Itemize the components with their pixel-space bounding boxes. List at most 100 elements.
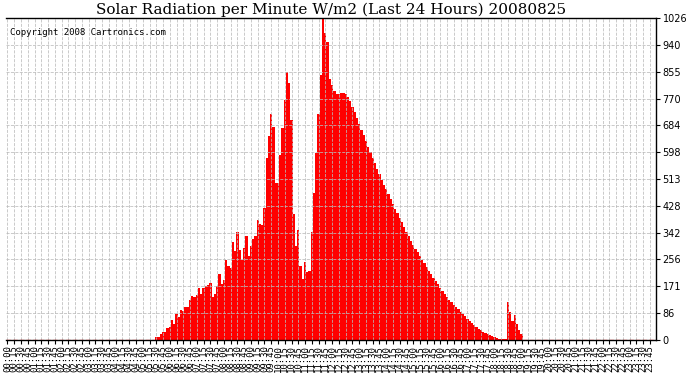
- Bar: [180, 318, 182, 340]
- Bar: [475, 327, 477, 340]
- Bar: [324, 33, 326, 340]
- Bar: [412, 244, 415, 340]
- Bar: [437, 284, 440, 340]
- Bar: [509, 312, 511, 340]
- Bar: [230, 279, 232, 340]
- Bar: [308, 271, 310, 340]
- Bar: [257, 227, 259, 340]
- Bar: [430, 274, 433, 340]
- Bar: [385, 189, 387, 340]
- Bar: [489, 335, 491, 340]
- Bar: [261, 226, 264, 340]
- Bar: [372, 158, 374, 340]
- Bar: [227, 257, 230, 340]
- Text: Copyright 2008 Cartronics.com: Copyright 2008 Cartronics.com: [10, 28, 166, 37]
- Bar: [275, 183, 277, 340]
- Bar: [322, 18, 324, 340]
- Bar: [353, 112, 356, 340]
- Bar: [171, 326, 173, 340]
- Bar: [446, 297, 448, 340]
- Bar: [428, 271, 430, 340]
- Bar: [207, 282, 209, 340]
- Bar: [286, 72, 288, 340]
- Bar: [236, 236, 239, 340]
- Bar: [493, 337, 495, 340]
- Bar: [164, 332, 166, 340]
- Bar: [444, 294, 446, 340]
- Bar: [293, 214, 295, 340]
- Bar: [277, 183, 279, 340]
- Bar: [381, 180, 383, 340]
- Bar: [453, 304, 455, 340]
- Bar: [408, 236, 410, 340]
- Bar: [356, 118, 358, 340]
- Bar: [349, 101, 351, 340]
- Bar: [264, 208, 266, 340]
- Bar: [338, 94, 340, 340]
- Bar: [464, 316, 466, 340]
- Bar: [155, 339, 157, 340]
- Bar: [328, 78, 331, 340]
- Bar: [159, 334, 162, 340]
- Bar: [331, 84, 333, 340]
- Bar: [175, 314, 178, 340]
- Bar: [435, 281, 437, 340]
- Bar: [234, 244, 236, 340]
- Bar: [518, 330, 520, 340]
- Bar: [360, 130, 362, 340]
- Bar: [477, 329, 480, 340]
- Bar: [500, 339, 502, 340]
- Bar: [511, 321, 513, 340]
- Bar: [284, 100, 286, 340]
- Bar: [248, 259, 250, 340]
- Bar: [288, 83, 290, 340]
- Bar: [319, 75, 322, 340]
- Bar: [460, 312, 462, 340]
- Bar: [212, 293, 214, 340]
- Bar: [433, 278, 435, 340]
- Bar: [365, 141, 367, 340]
- Bar: [279, 155, 282, 340]
- Bar: [225, 261, 227, 340]
- Bar: [202, 286, 205, 340]
- Bar: [383, 184, 385, 340]
- Bar: [480, 330, 482, 340]
- Bar: [250, 244, 252, 340]
- Bar: [387, 194, 390, 340]
- Bar: [198, 299, 200, 340]
- Bar: [369, 152, 372, 340]
- Bar: [189, 303, 191, 340]
- Bar: [390, 199, 392, 340]
- Bar: [376, 169, 378, 340]
- Bar: [166, 330, 168, 340]
- Bar: [209, 286, 212, 340]
- Bar: [513, 315, 516, 340]
- Bar: [196, 292, 198, 340]
- Bar: [214, 298, 216, 340]
- Bar: [313, 192, 315, 340]
- Bar: [498, 339, 500, 340]
- Bar: [466, 319, 469, 340]
- Bar: [317, 114, 319, 340]
- Bar: [306, 263, 308, 340]
- Bar: [473, 325, 475, 340]
- Bar: [491, 336, 493, 340]
- Bar: [243, 249, 246, 340]
- Bar: [504, 339, 507, 340]
- Bar: [239, 249, 241, 340]
- Bar: [259, 223, 261, 340]
- Bar: [187, 304, 189, 340]
- Bar: [162, 332, 164, 340]
- Bar: [455, 307, 457, 340]
- Bar: [392, 204, 394, 340]
- Bar: [362, 135, 365, 340]
- Bar: [178, 315, 180, 340]
- Bar: [399, 217, 401, 340]
- Bar: [200, 295, 202, 340]
- Bar: [191, 300, 193, 340]
- Bar: [268, 136, 270, 340]
- Bar: [270, 114, 273, 340]
- Bar: [401, 222, 403, 340]
- Bar: [403, 227, 406, 340]
- Bar: [448, 300, 451, 340]
